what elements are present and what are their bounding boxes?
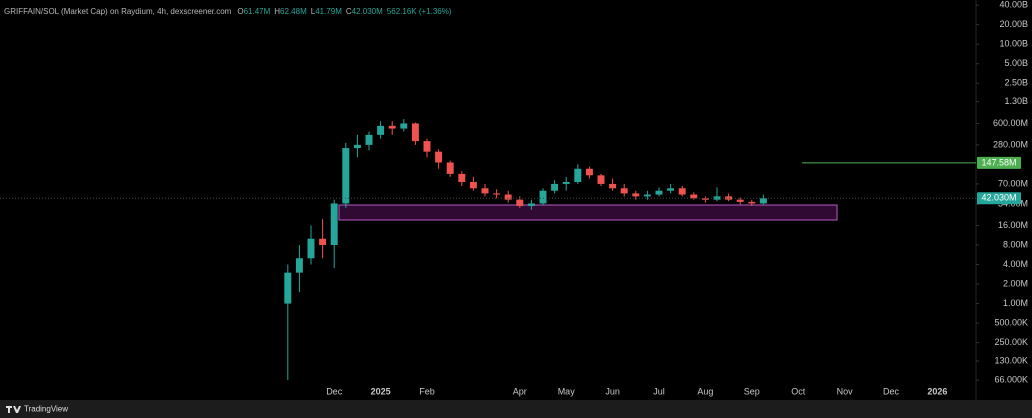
x-tick-label: Aug xyxy=(697,386,713,396)
candle-body xyxy=(365,134,373,145)
candle-body xyxy=(330,203,338,246)
candle-body xyxy=(388,125,396,129)
candle-body xyxy=(411,123,419,142)
brand-name: TradingView xyxy=(24,405,68,414)
candle-body xyxy=(678,188,686,195)
candle-body xyxy=(574,168,582,182)
y-tick-label: 130.00K xyxy=(994,355,1028,365)
candle-body xyxy=(307,238,315,259)
y-tick-label: 500.00K xyxy=(994,317,1028,327)
ohlc-key: H xyxy=(274,7,280,16)
candle-body xyxy=(458,173,466,182)
ohlc-value: 42.030M xyxy=(352,7,383,16)
y-tick-label: 8.00M xyxy=(1003,239,1028,249)
candle-body xyxy=(620,188,628,194)
y-tick-label: 5.00B xyxy=(1004,58,1028,68)
candle-body xyxy=(609,183,617,189)
price-marker-label: 147.58M xyxy=(981,157,1016,167)
candle-body xyxy=(423,141,431,152)
candle-body xyxy=(481,188,489,194)
candle-body xyxy=(736,199,744,202)
y-tick-label: 66.000K xyxy=(994,375,1028,385)
y-tick-label: 20.00B xyxy=(999,19,1028,29)
ohlc-value: 62.48M xyxy=(280,7,307,16)
candle-body xyxy=(400,123,408,129)
y-tick-label: 1.30B xyxy=(1004,96,1028,106)
candle-body xyxy=(353,144,361,149)
candle-body xyxy=(377,125,385,135)
footer-bar xyxy=(0,400,1032,418)
candle-body xyxy=(597,175,605,184)
candle-body xyxy=(295,258,303,273)
x-tick-label: 2025 xyxy=(371,386,391,396)
candle-body xyxy=(446,162,454,174)
y-tick-label: 16.00M xyxy=(998,220,1028,230)
x-tick-label: Jun xyxy=(605,386,620,396)
y-tick-label: 70.00M xyxy=(998,178,1028,188)
candle-body xyxy=(701,198,709,200)
x-tick-label: May xyxy=(558,386,576,396)
x-tick-label: Oct xyxy=(791,386,806,396)
candle-body xyxy=(585,168,593,176)
candle-body xyxy=(539,190,547,204)
candle-body xyxy=(748,201,756,204)
candle-body xyxy=(667,188,675,191)
x-tick-label: Apr xyxy=(513,386,527,396)
candle-body xyxy=(655,190,663,195)
brand-logo xyxy=(6,406,21,413)
x-tick-label: Dec xyxy=(326,386,343,396)
y-tick-label: 2.00M xyxy=(1003,278,1028,288)
price-marker xyxy=(977,192,1021,205)
x-tick-label: Nov xyxy=(837,386,854,396)
candle-body xyxy=(643,194,651,197)
x-tick-label: 2026 xyxy=(927,386,947,396)
x-tick-label: Sep xyxy=(744,386,760,396)
ohlc-key: O xyxy=(237,7,243,16)
change: 562.16K (+1.36%) xyxy=(387,7,452,16)
candle-body xyxy=(759,198,767,204)
chart-header: GRIFFAIN/SOL (Market Cap) on Raydium, 4h… xyxy=(4,7,452,16)
ohlc-value: 41.79M xyxy=(315,7,342,16)
candle-body xyxy=(527,203,535,206)
candle-body xyxy=(516,199,524,206)
candle-body xyxy=(551,183,559,191)
y-tick-label: 250.00K xyxy=(994,337,1028,347)
y-tick-label: 2.50B xyxy=(1004,78,1028,88)
x-tick-label: Dec xyxy=(883,386,900,396)
candle-body xyxy=(562,181,570,184)
candle-body xyxy=(504,194,512,200)
ohlc-value: 61.47M xyxy=(244,7,271,16)
candle-body xyxy=(725,196,733,200)
candle-body xyxy=(284,272,292,304)
candle-body xyxy=(493,193,501,195)
price-marker xyxy=(977,156,1021,169)
ohlc-key: L xyxy=(311,7,316,16)
y-tick-label: 600.00M xyxy=(993,118,1028,128)
symbol: GRIFFAIN/SOL (Market Cap) on Raydium, 4h… xyxy=(4,7,232,16)
candle-body xyxy=(342,148,350,204)
y-tick-label: 40.00B xyxy=(999,0,1028,10)
y-tick-label: 1.00M xyxy=(1003,298,1028,308)
candle-body xyxy=(690,194,698,199)
x-tick-label: Jul xyxy=(653,386,665,396)
y-tick-label: 280.00M xyxy=(993,139,1028,149)
y-tick-label: 4.00M xyxy=(1003,259,1028,269)
y-tick-label: 10.00B xyxy=(999,39,1028,49)
candle-body xyxy=(435,151,443,163)
ohlc-key: C xyxy=(346,7,352,16)
zone-rectangle xyxy=(338,204,838,221)
candle-body xyxy=(319,238,327,246)
candle-body xyxy=(632,193,640,197)
price-marker-label: 42.030M xyxy=(981,193,1016,203)
x-tick-label: Feb xyxy=(419,386,435,396)
candle-body xyxy=(469,181,477,189)
